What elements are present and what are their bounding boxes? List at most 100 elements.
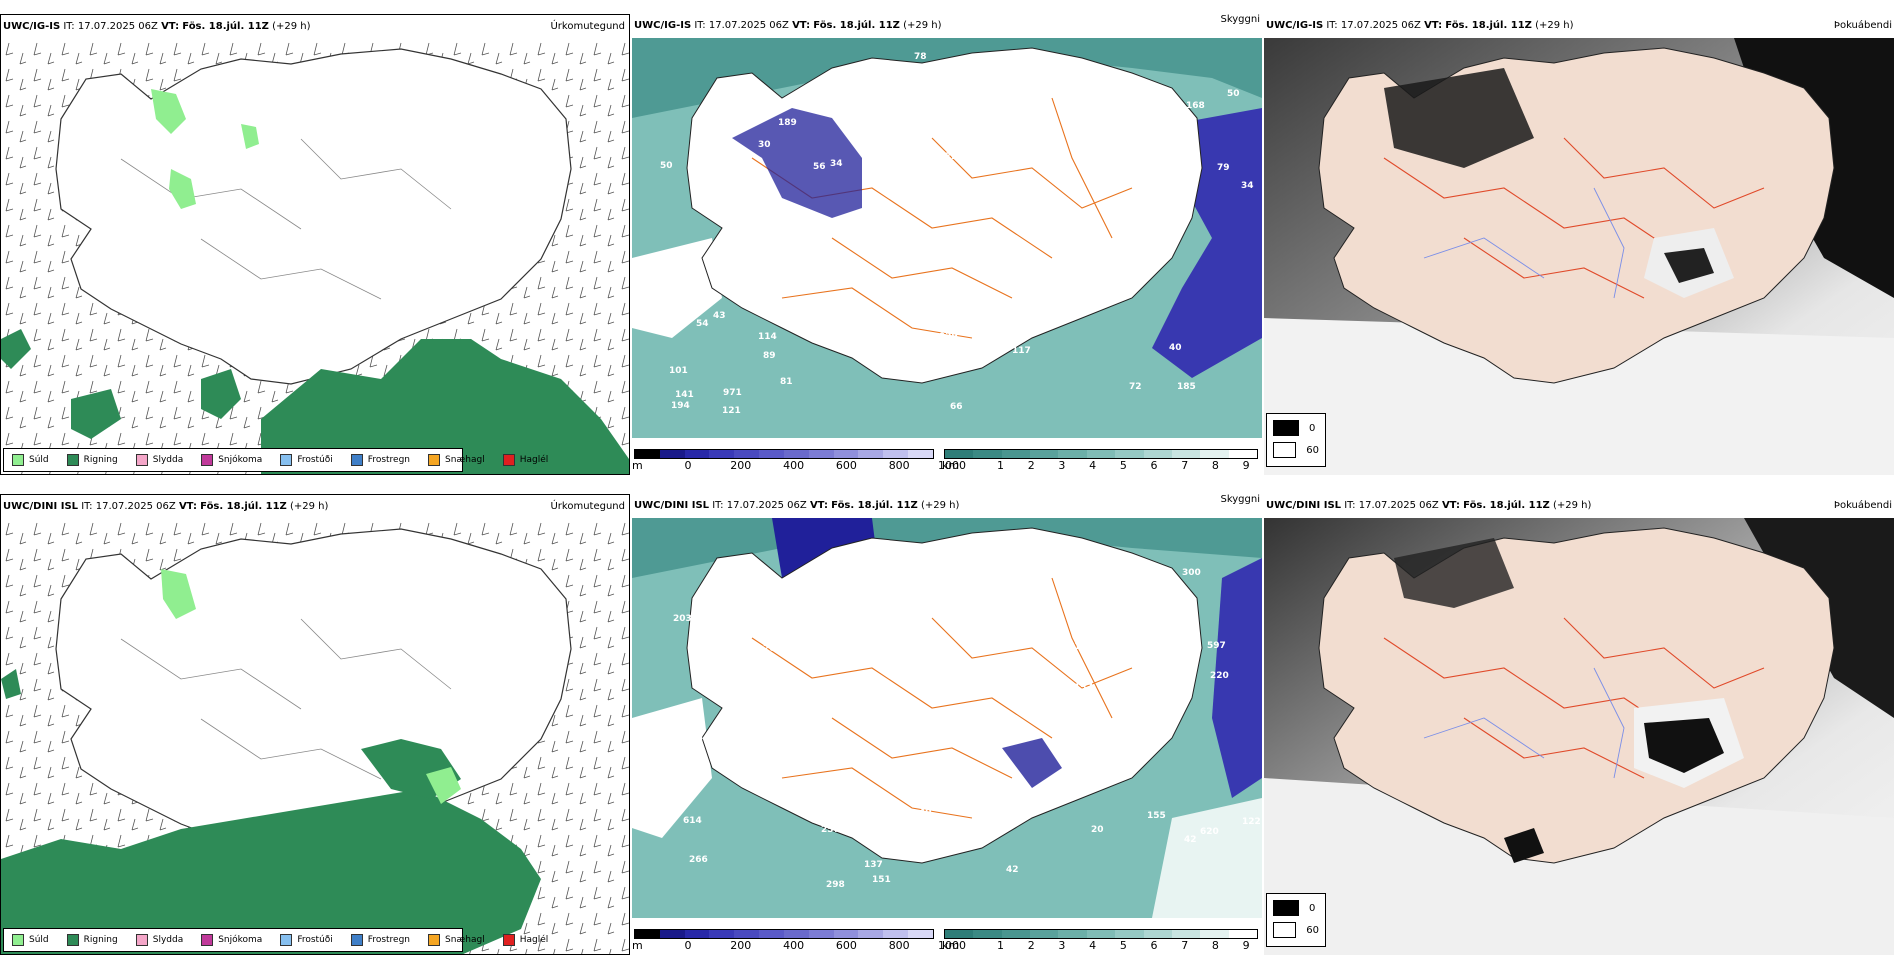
colorbar-tick: 3	[1058, 459, 1066, 472]
visibility-value-label: 157	[1074, 683, 1093, 693]
iceland-outline	[686, 527, 1203, 864]
header-it: 17.07.2025 06Z	[1340, 20, 1421, 31]
visibility-value-label: 203	[673, 614, 692, 624]
colorbar-segment	[1228, 930, 1257, 938]
visibility-value-label: 34	[687, 730, 700, 740]
visibility-value-label: 383	[1019, 134, 1038, 144]
visibility-value-label: 41	[892, 347, 905, 357]
visibility-value-label: 50	[1227, 89, 1240, 99]
colorbar-tick: 4	[1089, 939, 1097, 952]
visibility-value-label: 614	[683, 816, 702, 826]
legend-swatch	[502, 454, 515, 466]
colorbar-tick: 400	[783, 459, 805, 472]
visibility-value-label: 44	[788, 739, 801, 749]
header-it-label: IT:	[1344, 500, 1356, 511]
colorbar-segment	[1030, 450, 1059, 458]
header-lead: (+29 h)	[290, 501, 329, 512]
legend-item-frostregn: Frostregn	[350, 934, 410, 946]
colorbar-tick: 9	[1242, 459, 1250, 472]
visibility-value-label: 929	[939, 332, 958, 342]
header-vt: Fös. 18.júl. 11Z	[831, 500, 918, 511]
colorbar-tick: 0	[684, 939, 692, 952]
visibility-labels: 1851201681073839711537243341018995684011…	[660, 52, 1254, 416]
panel-title: Þokuábendi	[1833, 500, 1892, 511]
visibility-value-label: 168	[1186, 101, 1205, 111]
visibility-value-label: 40	[1169, 343, 1182, 353]
colorbar-segment	[1086, 450, 1116, 458]
precip-legend: Súld Rigning Slydda Snjókoma Frostúði Fr…	[3, 448, 548, 472]
colorbar-segment	[1030, 930, 1059, 938]
visibility-value-label: 56	[813, 162, 826, 172]
header-vt-label: VT:	[1441, 500, 1460, 511]
colorbar-tick: 8	[1211, 939, 1219, 952]
legend-label: 0	[1309, 422, 1316, 434]
legend-label: Súld	[29, 455, 49, 465]
colorbar-segment	[858, 450, 884, 458]
colorbar-segment	[783, 450, 809, 458]
colorbar-segment	[1171, 930, 1201, 938]
colorbar-tick: 6	[1150, 939, 1158, 952]
legend-item-snaehagl: Snæhagl	[428, 934, 485, 946]
visibility-value-label: 117	[1012, 346, 1031, 356]
colorbar-segment	[659, 930, 685, 938]
colorbar-tick: 0	[684, 459, 692, 472]
visibility-value-label: 213	[1061, 80, 1080, 90]
header-vt-label: VT:	[161, 21, 180, 32]
visibility-labels: 155 597 620 65 266 36 35 257 300 207 220 203 36 151 61…	[673, 552, 1261, 890]
colorbar-segment	[908, 930, 933, 938]
panel-title: Skyggni	[1220, 14, 1260, 25]
header-it: 17.07.2025 06Z	[726, 500, 807, 511]
visibility-colorbar: 12345678910 km	[942, 449, 1258, 475]
visibility-value-label: 120	[694, 193, 713, 203]
panel-header: UWC/DINI ISL IT: 17.07.2025 06Z VT: Fös.…	[1266, 500, 1591, 511]
header-lead: (+29 h)	[272, 21, 311, 32]
colorbar-strip	[944, 929, 1258, 939]
colorbar-segment	[684, 930, 710, 938]
colorbar-segment	[833, 930, 859, 938]
header-vt-label: VT:	[178, 501, 197, 512]
visibility-value-label: 49	[1120, 85, 1133, 95]
fog-legend-item: 0	[1273, 900, 1319, 916]
legend-swatch	[66, 934, 79, 946]
colorbar-tick: 600	[835, 939, 857, 952]
precip-legend: Súld Rigning Slydda Snjókoma Frostúði Fr…	[3, 928, 548, 952]
visibility-value-label: 257	[821, 825, 840, 835]
legend-swatch	[201, 454, 214, 466]
colorbar-segment	[1228, 450, 1257, 458]
visibility-value-label: 153	[885, 117, 904, 127]
colorbar-segment	[659, 450, 685, 458]
header-vt-label: VT:	[809, 500, 828, 511]
colorbar-tick: 5	[1119, 939, 1127, 952]
header-vt: Fös. 18.júl. 11Z	[200, 501, 287, 512]
visibility-value-label: 72	[1129, 382, 1142, 392]
visibility-value-label: 57	[969, 202, 982, 212]
colorbar-segment	[1115, 450, 1144, 458]
colorbar-segment	[858, 930, 884, 938]
fog-legend: 0 60	[1266, 893, 1326, 947]
legend-item-rigning: Rigning	[66, 454, 118, 466]
legend-swatch	[502, 934, 515, 946]
header-model: UWC/DINI ISL	[1266, 500, 1342, 511]
legend-item-haglel: Haglél	[502, 934, 548, 946]
panel-header: UWC/DINI ISL IT: 17.07.2025 06Z VT: Fös.…	[634, 500, 959, 511]
colorbar-segment	[1171, 450, 1201, 458]
precip-map	[1, 519, 629, 954]
colorbar-tick: 1	[997, 459, 1005, 472]
colorbar-segment	[945, 930, 974, 938]
header-it: 17.07.2025 06Z	[708, 20, 789, 31]
colorbar-segment	[883, 930, 909, 938]
visibility-panel-row2: UWC/DINI ISL IT: 17.07.2025 06Z VT: Fös.…	[632, 494, 1262, 955]
visibility-value-label: 107	[870, 231, 889, 241]
colorbar-tick: 600	[835, 459, 857, 472]
header-model: UWC/DINI ISL	[634, 500, 710, 511]
visibility-value-label: 258	[938, 734, 957, 744]
colorbar-tick: 1	[997, 939, 1005, 952]
visibility-value-label: 54	[696, 319, 709, 329]
visibility-value-label: 220	[1210, 671, 1229, 681]
colorbar-segment	[759, 930, 784, 938]
visibility-value-label: 50	[660, 161, 673, 171]
fog-legend-item: 60	[1273, 922, 1319, 938]
colorbar-segment	[908, 450, 933, 458]
legend-item-frostudi: Frostúði	[280, 934, 333, 946]
visibility-value-label: 20	[1091, 825, 1104, 835]
